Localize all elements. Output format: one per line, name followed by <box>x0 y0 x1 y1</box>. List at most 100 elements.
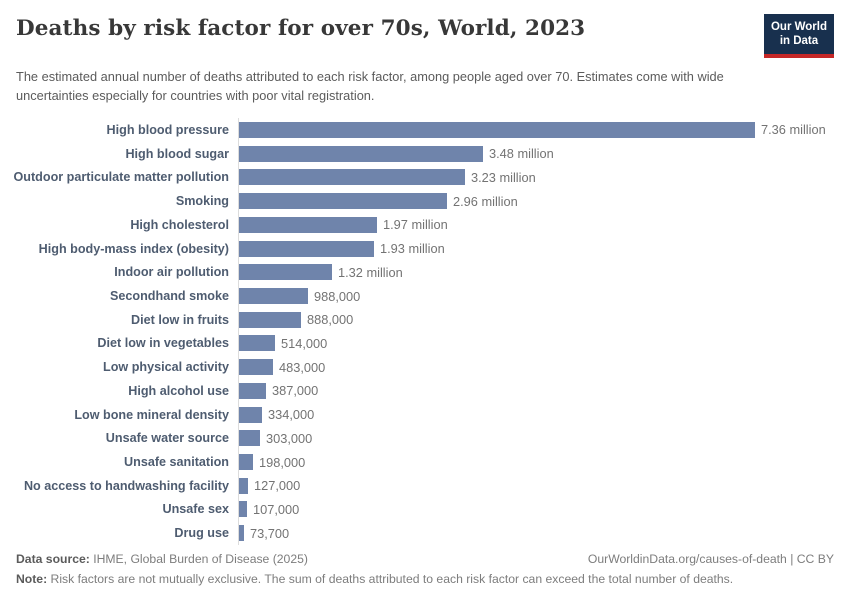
bar[interactable] <box>239 335 275 352</box>
value-label: 107,000 <box>253 501 300 517</box>
category-label-cell: Diet low in vegetables <box>16 336 238 350</box>
bar[interactable] <box>239 145 483 162</box>
footer-note-line: Note: Risk factors are not mutually excl… <box>16 572 834 586</box>
bar-track: 1.97 million <box>238 213 834 237</box>
category-label: High blood sugar <box>125 146 229 161</box>
category-label: Low physical activity <box>103 360 229 375</box>
value-label: 198,000 <box>259 454 306 470</box>
value-label: 888,000 <box>307 312 354 328</box>
value-label: 303,000 <box>266 430 313 446</box>
value-label: 1.97 million <box>383 217 448 233</box>
bar[interactable] <box>239 359 273 376</box>
owid-logo-line2: in Data <box>779 35 819 48</box>
bar-track: 483,000 <box>238 355 834 380</box>
category-label-cell: Indoor air pollution <box>16 265 238 279</box>
bar-track: 198,000 <box>238 450 834 474</box>
chart-row: High blood sugar 3.48 million <box>16 141 834 166</box>
category-label-cell: Low physical activity <box>16 360 238 374</box>
footer: Data source: IHME, Global Burden of Dise… <box>16 552 834 586</box>
bar[interactable] <box>239 311 301 328</box>
chart-row: Low physical activity 483,000 <box>16 355 834 380</box>
bar[interactable] <box>239 454 253 471</box>
category-label: Low bone mineral density <box>74 407 229 422</box>
chart-row: Unsafe sex 107,000 <box>16 497 834 522</box>
note-value: Risk factors are not mutually exclusive.… <box>47 572 734 586</box>
page-title: Deaths by risk factor for over 70s, Worl… <box>16 16 586 41</box>
chart-row: Smoking 2.96 million <box>16 189 834 213</box>
value-label: 7.36 million <box>761 122 826 138</box>
category-label: Secondhand smoke <box>110 289 229 304</box>
category-label-cell: No access to handwashing facility <box>16 479 238 493</box>
category-label-cell: High blood pressure <box>16 123 238 137</box>
bar-track: 387,000 <box>238 379 834 403</box>
bar-track: 7.36 million <box>238 118 834 142</box>
bar[interactable] <box>239 121 755 138</box>
bar-track: 988,000 <box>238 284 834 308</box>
chart-row: Drug use 73,700 <box>16 521 834 546</box>
category-label-cell: High cholesterol <box>16 218 238 232</box>
category-label-cell: Outdoor particulate matter pollution <box>14 170 238 184</box>
value-label: 988,000 <box>314 288 361 304</box>
category-label: Unsafe sanitation <box>124 455 229 470</box>
category-label: High body-mass index (obesity) <box>38 241 229 256</box>
value-label: 514,000 <box>281 335 328 351</box>
header-text: Deaths by risk factor for over 70s, Worl… <box>16 12 585 41</box>
bar[interactable] <box>239 264 332 281</box>
license-link[interactable]: OurWorldinData.org/causes-of-death | CC … <box>587 552 834 566</box>
bar[interactable] <box>239 382 266 399</box>
category-label-cell: Secondhand smoke <box>16 289 238 303</box>
category-label-cell: High blood sugar <box>16 147 238 161</box>
chart-row: Diet low in vegetables 514,000 <box>16 331 834 356</box>
bar[interactable] <box>239 430 260 447</box>
chart-row: Outdoor particulate matter pollution 3.2… <box>14 165 834 190</box>
header: Deaths by risk factor for over 70s, Worl… <box>16 12 834 58</box>
chart-row: Indoor air pollution 1.32 million <box>16 260 834 285</box>
bar[interactable] <box>239 525 244 542</box>
bar[interactable] <box>239 216 377 233</box>
chart-row: Diet low in fruits 888,000 <box>16 307 834 332</box>
value-label: 387,000 <box>272 383 319 399</box>
value-label: 3.48 million <box>489 146 554 162</box>
bar-track: 127,000 <box>238 473 834 498</box>
data-source-value: IHME, Global Burden of Disease (2025) <box>89 552 308 566</box>
data-source: Data source: IHME, Global Burden of Dise… <box>16 552 308 566</box>
bar[interactable] <box>239 193 447 210</box>
chart-row: Secondhand smoke 988,000 <box>16 284 834 308</box>
bar[interactable] <box>239 477 248 494</box>
bar-track: 107,000 <box>238 497 834 522</box>
value-label: 1.32 million <box>338 264 403 280</box>
bar-track: 2.96 million <box>238 189 834 213</box>
owid-logo[interactable]: Our World in Data <box>763 14 834 58</box>
category-label-cell: Low bone mineral density <box>16 408 238 422</box>
category-label-cell: High body-mass index (obesity) <box>16 242 238 256</box>
bar-track: 1.32 million <box>238 260 834 285</box>
value-label: 2.96 million <box>453 193 518 209</box>
bar-track: 3.48 million <box>238 141 834 166</box>
category-label: High alcohol use <box>128 383 229 398</box>
chart-row: High cholesterol 1.97 million <box>16 213 834 237</box>
value-label: 1.93 million <box>380 241 445 257</box>
category-label-cell: Unsafe water source <box>16 431 238 445</box>
category-label: Drug use <box>174 526 229 541</box>
bar-track: 3.23 million <box>238 165 834 190</box>
value-label: 127,000 <box>254 478 301 494</box>
bar-track: 888,000 <box>238 307 834 332</box>
category-label: Indoor air pollution <box>114 265 229 280</box>
bar[interactable] <box>239 406 262 423</box>
bar-track: 73,700 <box>238 521 834 546</box>
bar[interactable] <box>239 240 374 257</box>
bar[interactable] <box>239 169 465 186</box>
note-label: Note: <box>16 572 48 586</box>
bar[interactable] <box>239 288 308 305</box>
category-label: Diet low in vegetables <box>97 336 229 351</box>
chart-row: Unsafe sanitation 198,000 <box>16 450 834 474</box>
category-label-cell: Smoking <box>16 194 238 208</box>
bar[interactable] <box>239 501 247 518</box>
value-label: 3.23 million <box>471 169 536 185</box>
value-label: 73,700 <box>250 525 290 541</box>
owid-logo-line1: Our World <box>770 21 827 33</box>
category-label: Unsafe water source <box>105 431 229 446</box>
category-label-cell: Diet low in fruits <box>16 313 238 327</box>
value-label: 483,000 <box>279 359 326 375</box>
bar-track: 1.93 million <box>238 236 834 261</box>
